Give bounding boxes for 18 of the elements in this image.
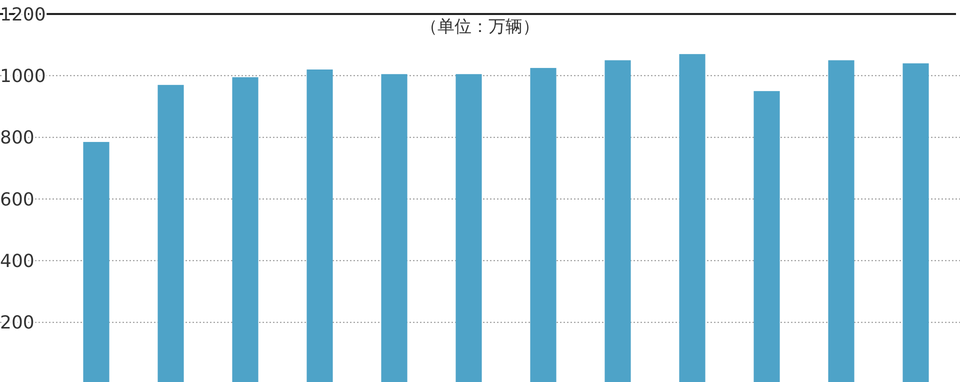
bar [381,74,408,382]
bar [158,84,184,382]
bar [754,91,780,382]
bar [604,60,631,382]
bar [530,68,556,382]
bar [83,142,110,382]
bar [902,63,929,382]
bar [828,60,854,382]
bar [456,74,482,382]
y-tick-label: 600 [0,189,34,210]
y-tick-label: 200 [0,312,34,334]
bar [232,77,258,382]
chart-subtitle: （单位：万辆） [420,17,540,37]
y-tick-label: 400 [0,250,34,272]
y-tick-label: 800 [0,128,34,149]
bar [306,70,333,382]
y-tick-label: 1000 [0,66,46,87]
bar [679,54,706,382]
